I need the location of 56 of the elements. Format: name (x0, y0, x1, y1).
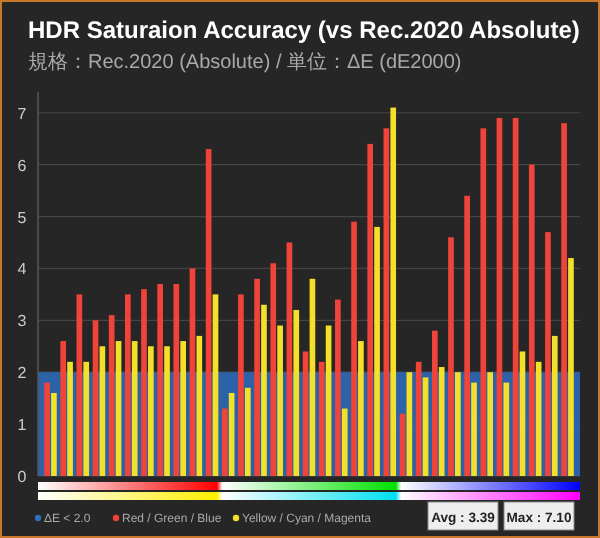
bar (438, 367, 445, 476)
bar (108, 315, 115, 476)
chart-title: HDR Saturaion Accuracy (vs Rec.2020 Absolute) (28, 16, 580, 44)
bar (277, 325, 283, 476)
chart-subtitle: 規格：Rec.2020 (Absolute) / 単位：ΔE (dE2000) (28, 50, 462, 74)
bar (341, 408, 348, 476)
bar (44, 382, 50, 476)
bar (221, 408, 228, 476)
bar (503, 382, 510, 476)
bar (487, 372, 493, 476)
bar (390, 107, 397, 476)
bar (545, 232, 551, 476)
bar (141, 289, 147, 476)
bar (51, 392, 57, 476)
bar (367, 143, 374, 476)
bar (131, 341, 138, 476)
bar (270, 263, 277, 476)
y-tick-label: 0 (17, 468, 28, 486)
bar (464, 195, 470, 476)
bar (173, 284, 180, 476)
bar (431, 330, 438, 476)
y-tick-label: 7 (17, 104, 28, 123)
bar (60, 341, 67, 476)
y-tick-label: 6 (17, 156, 28, 175)
bar (83, 361, 90, 476)
bar (238, 294, 244, 476)
bar (351, 221, 357, 476)
bar (164, 346, 170, 476)
bar (528, 164, 535, 476)
bar (551, 335, 558, 476)
y-tick-label: 2 (17, 364, 28, 383)
bar (244, 387, 251, 476)
bar (148, 346, 154, 476)
bar (358, 341, 364, 476)
bar (455, 372, 461, 476)
bar (480, 128, 487, 476)
bar (335, 299, 341, 476)
y-tick-label: 3 (17, 312, 28, 331)
bar (471, 382, 477, 476)
bar (561, 123, 567, 476)
bar (293, 309, 300, 476)
y-tick-label: 5 (17, 208, 28, 227)
bar (180, 341, 187, 476)
bar (374, 226, 380, 476)
bar (415, 361, 422, 476)
bar (157, 284, 163, 476)
y-tick-label: 4 (17, 260, 28, 279)
bar (67, 361, 73, 476)
bar (261, 304, 267, 476)
bar (568, 258, 574, 476)
bar (254, 278, 260, 476)
y-tick-label: 1 (17, 416, 28, 435)
bar (196, 335, 203, 476)
bar (125, 294, 131, 476)
bar (318, 361, 325, 476)
bar (448, 237, 454, 476)
